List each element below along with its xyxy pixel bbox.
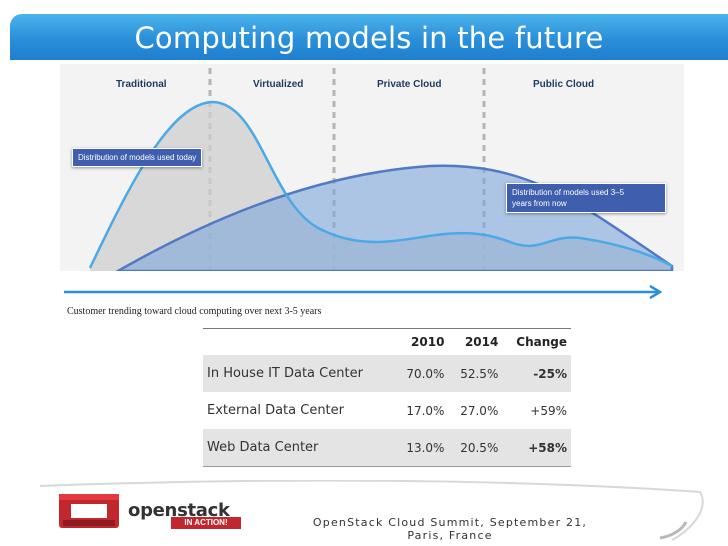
- distribution-curves: [88, 68, 674, 271]
- datacenter-table: 2010 2014 Change In House IT Data Center…: [203, 328, 571, 467]
- slide-title: Computing models in the future: [134, 21, 604, 55]
- trend-caption: Customer trending toward cloud computing…: [67, 306, 322, 317]
- table-row: External Data Center 17.0% 27.0% +59%: [203, 392, 571, 429]
- value-2010: 13.0%: [394, 429, 449, 467]
- today-curve-line: [88, 100, 673, 269]
- callout-today: Distribution of models used today: [72, 148, 203, 167]
- value-2014: 27.0%: [460, 403, 499, 418]
- value-change: -25%: [502, 355, 571, 392]
- table-header-row: 2010 2014 Change: [203, 328, 571, 355]
- zone-label-public-cloud: Public Cloud: [533, 79, 595, 90]
- table-header: 2014: [448, 328, 503, 355]
- table-row: In House IT Data Center 70.0% 52.5% -25%: [203, 355, 571, 392]
- row-label: Web Data Center: [203, 429, 395, 467]
- trend-arrow-icon: [64, 284, 663, 300]
- openstack-logo-icon: [59, 494, 119, 528]
- value-2010: 70.0%: [394, 355, 449, 392]
- distribution-diagram: Traditional Virtualized Private Cloud Pu…: [60, 64, 684, 271]
- value-2014: 52.5%: [448, 355, 503, 392]
- callout-future-line1: Distribution of models used 3–5: [512, 188, 625, 197]
- table-header: Change: [502, 328, 571, 355]
- value-change: +58%: [502, 429, 571, 467]
- callout-future-line2: years from now: [512, 199, 567, 208]
- callout-future: Distribution of models used 3–5 years fr…: [506, 183, 666, 213]
- zone-label-private-cloud: Private Cloud: [377, 79, 442, 90]
- table-header: 2010: [394, 328, 449, 355]
- title-bar: Computing models in the future: [10, 14, 728, 60]
- logo-name: openstack: [128, 500, 230, 521]
- value-change: +59%: [530, 403, 567, 418]
- event-info: OpenStack Cloud Summit, September 21, Pa…: [260, 516, 640, 542]
- value-2010: 17.0%: [406, 403, 445, 418]
- footer-decoration: [39, 480, 704, 541]
- zone-label-virtualized: Virtualized: [253, 79, 304, 90]
- zone-label-traditional: Traditional: [116, 79, 167, 90]
- row-label: External Data Center: [207, 403, 344, 418]
- row-label: In House IT Data Center: [203, 355, 395, 392]
- table-row: Web Data Center 13.0% 20.5% +58%: [203, 429, 571, 467]
- value-2014: 20.5%: [448, 429, 503, 467]
- logo-tag: IN ACTION!: [171, 517, 241, 529]
- table-header: [203, 328, 395, 355]
- event-line1: OpenStack Cloud Summit, September 21,: [312, 516, 588, 529]
- event-line2: Paris, France: [407, 529, 493, 542]
